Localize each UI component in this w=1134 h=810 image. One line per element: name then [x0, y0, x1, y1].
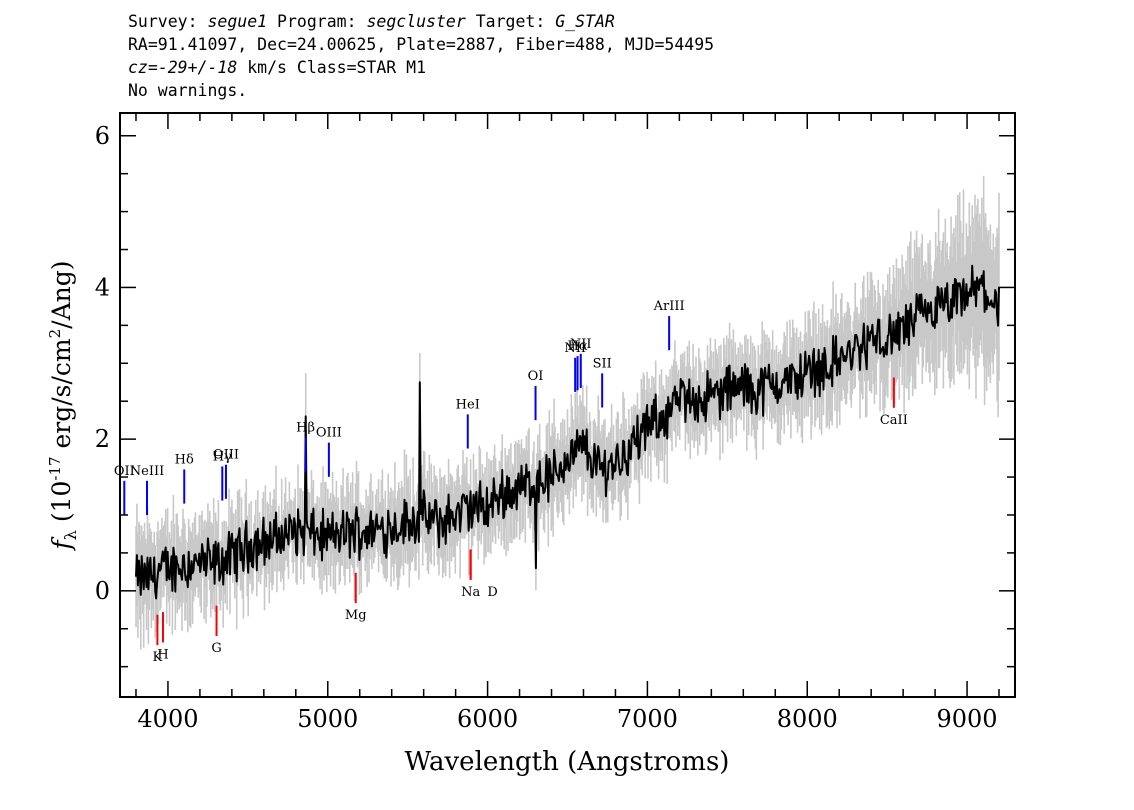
emission-line-label: SII [593, 356, 612, 371]
x-tick-label: 5000 [297, 705, 358, 733]
emission-line-label: Hγ [213, 449, 232, 464]
flux-layer [135, 264, 1000, 600]
x-tick-label: 8000 [777, 705, 838, 733]
plot-header: Survey: segue1 Program: segcluster Targe… [128, 10, 714, 102]
y-axis-units-c: /Ang) [47, 260, 76, 328]
y-tick-label: 0 [95, 577, 110, 605]
x-tick-label: 6000 [457, 705, 518, 733]
emission-line-label: ArIII [653, 299, 685, 314]
y-axis-title-group: fλ (10-17 erg/s/cm2/Ang) [46, 260, 80, 551]
y-axis-exp: -17 [46, 456, 64, 480]
header-line-survey: Survey: segue1 Program: segcluster Targe… [128, 10, 714, 33]
absorption-line-label: D [487, 585, 497, 600]
header-line-coordinates: RA=91.41097, Dec=24.00625, Plate=2887, F… [128, 35, 715, 54]
emission-line-label: NII [564, 341, 586, 356]
absorption-line-label: CaII [880, 413, 908, 428]
emission-line-label: OIII [316, 426, 342, 441]
absorption-line-label: H [157, 647, 168, 662]
y-axis-title: fλ (10-17 erg/s/cm2/Ang) [46, 260, 80, 551]
emission-line-label: OI [528, 369, 544, 384]
absorption-line-label: K [153, 650, 163, 665]
absorption-line-label: Mg [345, 608, 367, 623]
y-axis-lambda: λ [61, 530, 80, 540]
x-axis-title: Wavelength (Angstroms) [405, 747, 730, 777]
y-axis-sq: 2 [46, 329, 64, 339]
y-axis-units-b: erg/s/cm [47, 338, 76, 456]
y-tick-label: 2 [95, 425, 110, 453]
y-axis-f: f [47, 537, 76, 552]
emission-line-label: NII [570, 337, 592, 352]
flux-line [135, 264, 1000, 600]
target-label: Target: [475, 12, 546, 31]
header-line-warnings: No warnings. [128, 81, 248, 100]
error-band-layer [135, 175, 1000, 650]
absorption-line-label: G [211, 641, 221, 656]
y-tick-label: 6 [95, 122, 110, 150]
survey-value: segue1 [207, 12, 268, 31]
x-tick-label: 9000 [937, 705, 998, 733]
emission-line-label: Hβ [296, 421, 315, 436]
program-label: Program: [277, 12, 357, 31]
class-text: km/s Class=STAR M1 [237, 58, 427, 77]
absorption-line-label: Na [461, 585, 480, 600]
emission-line-label: Hδ [175, 452, 194, 467]
axis-ticks: 4000 5000 6000 7000 8000 9000 0 2 4 6 [95, 113, 1015, 733]
emission-line-label: Hα [568, 339, 588, 354]
x-tick-label: 4000 [137, 705, 198, 733]
header-line-redshift: cz=-29+/-18 km/s Class=STAR M1 [128, 56, 714, 79]
cz-value: -29+/-18 [157, 58, 238, 77]
cz-label: cz= [128, 58, 158, 77]
program-value: segcluster [366, 12, 466, 31]
error-band [135, 175, 1000, 650]
survey-label: Survey: [128, 12, 198, 31]
target-value: G_STAR [555, 12, 615, 31]
emission-line-label: OIII [213, 448, 239, 463]
x-tick-label: 7000 [617, 705, 678, 733]
emission-line-label: NeIII [130, 464, 164, 479]
y-tick-label: 4 [95, 273, 110, 301]
plot-frame [119, 112, 1016, 698]
emission-line-label: HeI [456, 397, 480, 412]
y-axis-units-a: (10 [47, 481, 76, 531]
